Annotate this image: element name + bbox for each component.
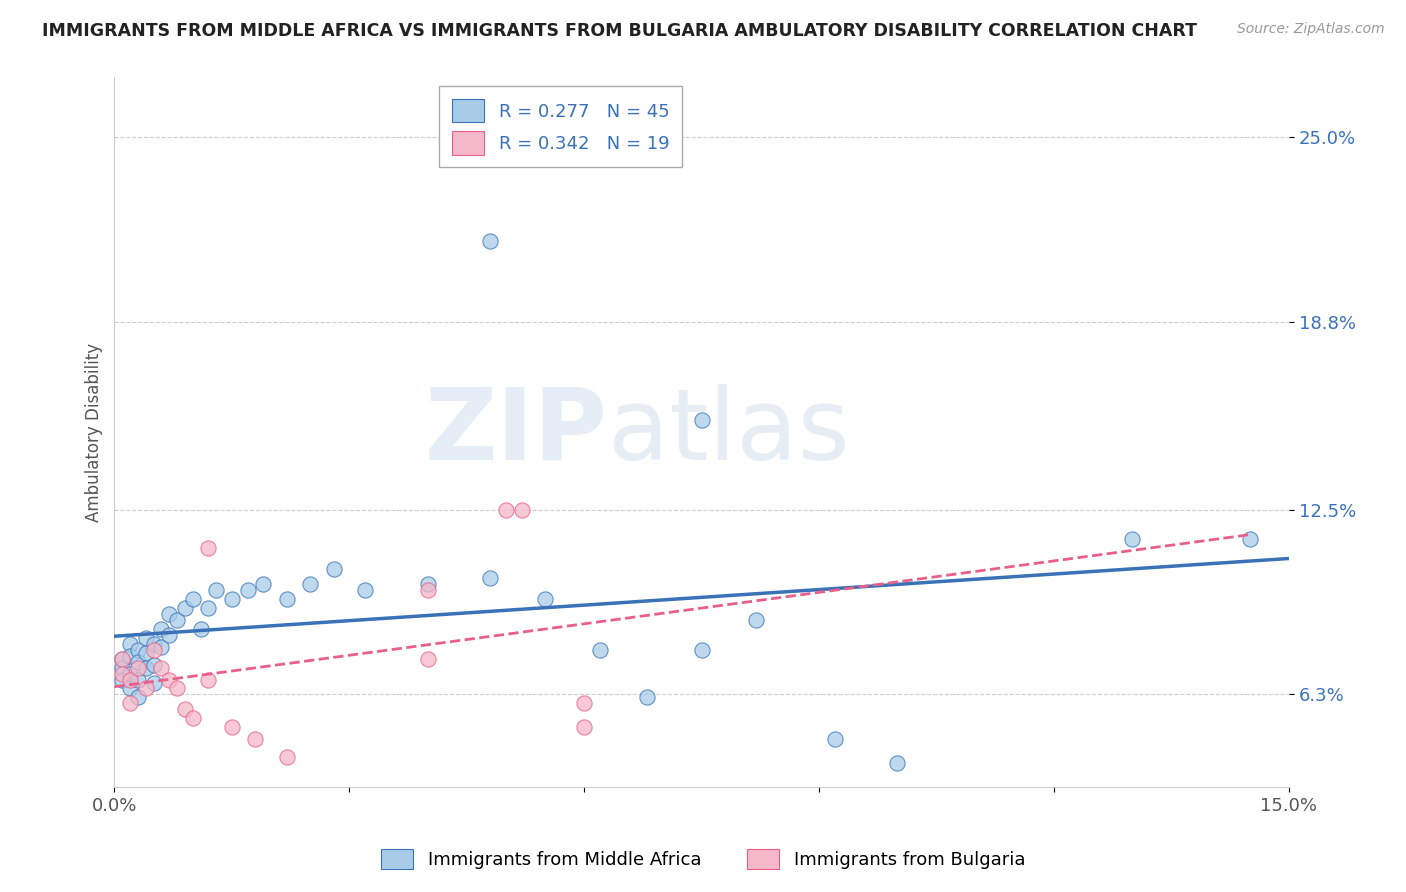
Point	[150, 640, 173, 654]
Point	[205, 583, 228, 598]
Point	[120, 637, 142, 651]
Point	[111, 660, 134, 674]
Point	[120, 666, 142, 681]
Point	[127, 655, 149, 669]
Point	[1121, 533, 1143, 547]
Point	[173, 601, 195, 615]
Point	[181, 711, 204, 725]
Point	[142, 675, 165, 690]
Point	[135, 646, 157, 660]
Point	[150, 622, 173, 636]
Point	[135, 681, 157, 696]
Point	[157, 607, 180, 621]
Point	[299, 577, 322, 591]
Point	[127, 642, 149, 657]
Point	[276, 750, 298, 764]
Legend: R = 0.277   N = 45, R = 0.342   N = 19: R = 0.277 N = 45, R = 0.342 N = 19	[439, 87, 682, 167]
Point	[322, 562, 344, 576]
Point	[636, 690, 658, 705]
Point	[142, 642, 165, 657]
Point	[197, 673, 219, 687]
Point	[236, 583, 259, 598]
Text: ZIP: ZIP	[425, 384, 607, 481]
Point	[574, 697, 596, 711]
Point	[589, 642, 612, 657]
Point	[120, 648, 142, 663]
Point	[245, 732, 267, 747]
Point	[111, 666, 134, 681]
Point	[221, 592, 243, 607]
Y-axis label: Ambulatory Disability: Ambulatory Disability	[86, 343, 103, 522]
Point	[886, 756, 908, 770]
Text: IMMIGRANTS FROM MIDDLE AFRICA VS IMMIGRANTS FROM BULGARIA AMBULATORY DISABILITY : IMMIGRANTS FROM MIDDLE AFRICA VS IMMIGRA…	[42, 22, 1197, 40]
Point	[127, 673, 149, 687]
Point	[111, 651, 134, 665]
Point	[354, 583, 377, 598]
Point	[690, 413, 713, 427]
Point	[157, 673, 180, 687]
Point	[111, 673, 134, 687]
Point	[495, 502, 517, 516]
Point	[197, 601, 219, 615]
Point	[157, 628, 180, 642]
Point	[127, 690, 149, 705]
Legend: Immigrants from Middle Africa, Immigrants from Bulgaria: Immigrants from Middle Africa, Immigrant…	[373, 839, 1033, 879]
Point	[574, 720, 596, 734]
Point	[197, 541, 219, 556]
Point	[120, 681, 142, 696]
Point	[416, 583, 439, 598]
Text: Source: ZipAtlas.com: Source: ZipAtlas.com	[1237, 22, 1385, 37]
Point	[135, 660, 157, 674]
Point	[166, 681, 188, 696]
Point	[120, 697, 142, 711]
Point	[510, 502, 533, 516]
Point	[150, 660, 173, 674]
Point	[416, 651, 439, 665]
Point	[534, 592, 557, 607]
Point	[142, 637, 165, 651]
Point	[824, 732, 846, 747]
Point	[252, 577, 274, 591]
Point	[173, 702, 195, 716]
Point	[1239, 533, 1261, 547]
Point	[221, 720, 243, 734]
Point	[745, 613, 768, 627]
Point	[190, 622, 212, 636]
Point	[181, 592, 204, 607]
Point	[479, 235, 502, 249]
Point	[127, 660, 149, 674]
Point	[690, 642, 713, 657]
Point	[479, 571, 502, 585]
Point	[120, 673, 142, 687]
Point	[111, 651, 134, 665]
Text: atlas: atlas	[607, 384, 849, 481]
Point	[135, 631, 157, 645]
Point	[276, 592, 298, 607]
Point	[166, 613, 188, 627]
Point	[142, 657, 165, 672]
Point	[416, 577, 439, 591]
